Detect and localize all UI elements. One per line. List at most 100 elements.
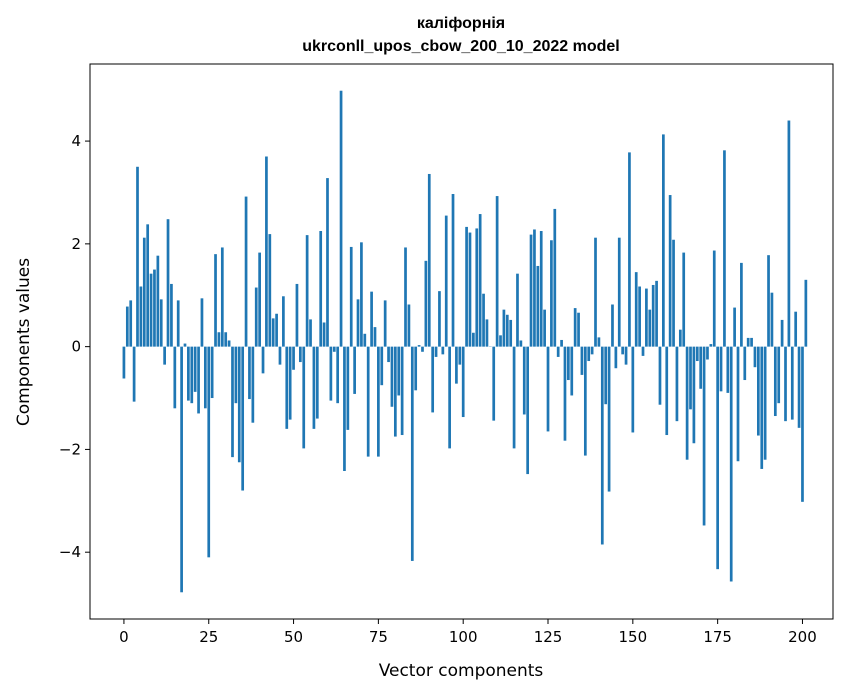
bar-18 [183, 343, 187, 347]
bar-90 [427, 173, 431, 347]
bar-35 [241, 346, 245, 491]
bar-126 [550, 240, 553, 347]
bar-124 [543, 309, 546, 347]
bar-62 [332, 346, 336, 352]
y-tick-label-3: 2 [71, 235, 81, 253]
bar-201 [804, 279, 808, 347]
bar-17 [180, 346, 183, 593]
bar-3 [132, 346, 136, 402]
bar-160 [665, 346, 669, 436]
bar-39 [254, 287, 258, 347]
y-axis-label: Components values [14, 258, 34, 426]
bar-81 [397, 346, 401, 396]
plot-frame [89, 63, 834, 620]
bar-117 [519, 340, 523, 347]
bar-152 [638, 286, 641, 347]
bar-121 [533, 229, 536, 347]
bar-156 [651, 284, 655, 347]
bar-190 [767, 255, 770, 347]
bar-8 [149, 273, 153, 347]
bar-153 [641, 346, 645, 356]
bar-198 [794, 311, 798, 347]
bar-139 [594, 237, 597, 347]
bar-7 [146, 224, 150, 347]
x-tick-label-2: 50 [284, 628, 303, 646]
bar-166 [685, 346, 689, 460]
bar-93 [438, 291, 441, 347]
bar-59 [322, 322, 326, 347]
bar-113 [505, 314, 509, 347]
bar-141 [600, 346, 604, 545]
bar-38 [251, 346, 255, 423]
bar-175 [716, 346, 719, 570]
bar-48 [285, 346, 289, 429]
bar-75 [377, 346, 380, 457]
x-tick-label-1: 25 [199, 628, 218, 646]
bar-146 [617, 237, 621, 347]
bar-44 [271, 318, 275, 347]
bar-63 [336, 346, 340, 404]
bar-149 [628, 152, 631, 347]
bar-102 [468, 232, 472, 347]
bar-145 [614, 346, 618, 369]
bar-103 [472, 332, 475, 347]
bar-53 [302, 346, 306, 449]
bar-32 [231, 346, 234, 458]
x-tick-label-3: 75 [369, 628, 388, 646]
y-tick-label-1: −2 [59, 440, 81, 458]
bar-109 [492, 346, 496, 421]
bar-99 [458, 346, 462, 365]
bar-185 [750, 337, 753, 347]
bar-129 [560, 339, 563, 347]
bar-176 [719, 346, 723, 392]
bar-92 [434, 346, 438, 357]
bar-70 [360, 242, 363, 347]
bar-1 [125, 306, 129, 347]
bar-171 [702, 346, 706, 526]
bar-143 [607, 346, 611, 492]
bar-104 [475, 228, 479, 347]
bar-10 [156, 255, 160, 347]
bar-34 [237, 346, 241, 463]
bar-178 [726, 346, 730, 393]
bar-74 [373, 327, 377, 347]
bar-136 [583, 346, 587, 456]
chart-title-line2: ukrconll_upos_cbow_200_10_2022 model [302, 38, 619, 55]
bar-181 [736, 346, 740, 462]
bar-163 [675, 346, 679, 422]
bar-138 [590, 346, 594, 355]
bar-154 [645, 288, 648, 347]
bar-165 [682, 252, 686, 347]
bar-33 [234, 346, 238, 404]
x-tick-label-8: 200 [788, 628, 817, 646]
bar-192 [773, 346, 777, 417]
bar-194 [780, 319, 784, 347]
bar-115 [512, 346, 516, 449]
bar-193 [777, 346, 781, 404]
bar-170 [699, 346, 703, 389]
bar-87 [417, 345, 421, 347]
bar-85 [410, 346, 414, 561]
bar-96 [448, 346, 451, 449]
bar-180 [733, 307, 736, 347]
bar-36 [244, 196, 248, 347]
bar-54 [305, 235, 309, 347]
bar-179 [729, 346, 733, 582]
bar-47 [282, 296, 285, 347]
bar-27 [214, 254, 217, 347]
bar-94 [441, 346, 445, 355]
bar-61 [329, 346, 333, 401]
bar-15 [173, 346, 177, 409]
bar-168 [692, 346, 696, 444]
bars-group [122, 90, 808, 593]
bar-100 [461, 346, 465, 418]
bar-110 [495, 196, 499, 347]
bar-16 [176, 300, 180, 347]
bar-137 [587, 346, 591, 362]
bar-97 [451, 194, 455, 347]
bar-21 [193, 346, 197, 392]
bar-58 [319, 231, 323, 347]
bar-187 [757, 346, 760, 436]
bar-150 [631, 346, 635, 433]
bar-186 [753, 346, 757, 368]
